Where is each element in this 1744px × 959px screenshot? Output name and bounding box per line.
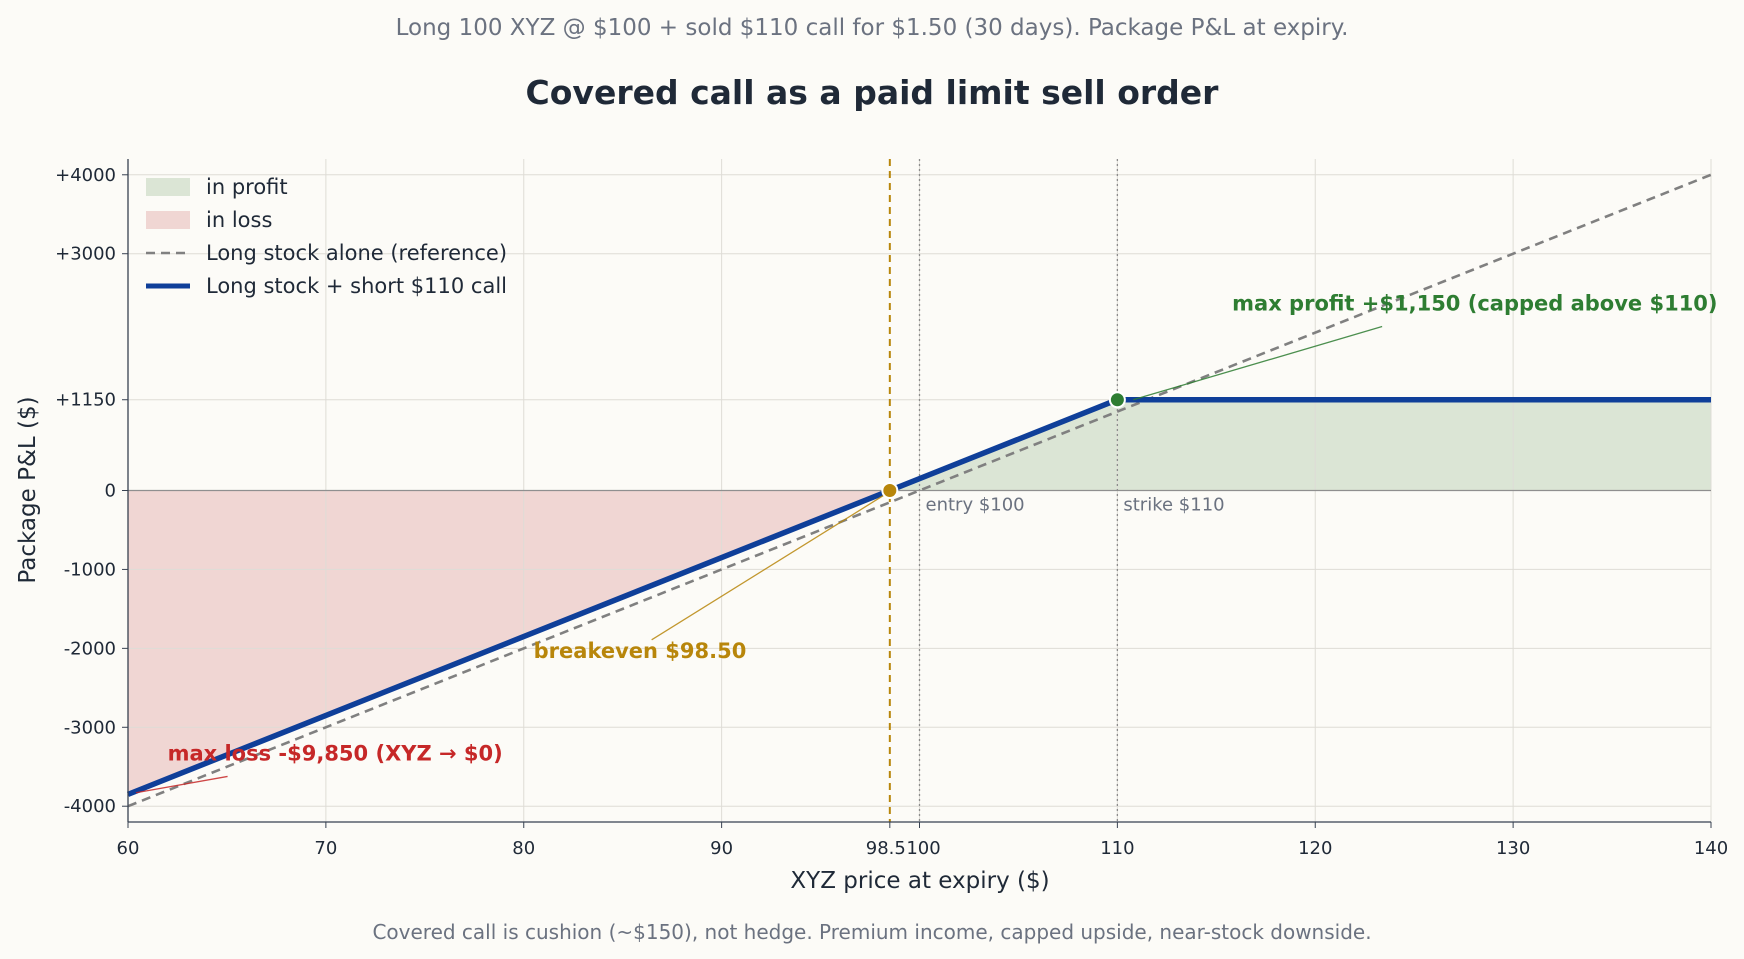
x-tick-label-7: 120 <box>1298 838 1332 859</box>
chart-footer: Covered call is cushion (~$150), not hed… <box>372 920 1371 944</box>
x-tick-label-5: 100 <box>906 838 940 859</box>
max-profit-annotation: max profit +$1,150 (capped above $110) <box>1232 292 1717 316</box>
x-tick-label-3: 90 <box>710 838 733 859</box>
x-tick-label-8: 130 <box>1496 838 1530 859</box>
reference-label-1: entry $100 <box>926 495 1025 516</box>
legend-swatch-0 <box>146 178 190 196</box>
x-tick-label-2: 80 <box>512 838 535 859</box>
legend-swatch-1 <box>146 211 190 229</box>
legend: in profit in loss Long stock alone (refere… <box>146 175 507 298</box>
x-tick-label-9: 140 <box>1694 838 1728 859</box>
chart-title: Covered call as a paid limit sell order <box>526 73 1220 112</box>
x-tick-label-0: 60 <box>117 838 140 859</box>
y-axis-title: Package P&L ($) <box>15 396 41 583</box>
y-tick-label-5: +1150 <box>55 390 116 411</box>
breakeven-annotation: breakeven $98.50 <box>534 639 747 663</box>
y-tick-label-3: -1000 <box>64 559 116 580</box>
x-tick-label-4: 98.5 <box>866 838 906 859</box>
breakeven-marker <box>881 482 899 499</box>
chart-subtitle: Long 100 XYZ @ $100 + sold $110 call for… <box>396 15 1349 41</box>
markers <box>881 391 1126 499</box>
x-tick-label-6: 110 <box>1100 838 1134 859</box>
max-profit-marker <box>1108 391 1126 409</box>
breakeven-annotation-connector <box>651 494 885 641</box>
max-loss-annotation-connector <box>135 775 228 794</box>
max-loss-annotation: max loss -$9,850 (XYZ → $0) <box>168 741 503 765</box>
legend-label-3: Long stock + short $110 call <box>206 274 507 298</box>
legend-label-2: Long stock alone (reference) <box>206 241 507 265</box>
y-tick-label-0: -4000 <box>64 796 116 817</box>
y-tick-label-4: 0 <box>105 481 116 502</box>
tick-labels: 60 70 80 90 98.5 100 110 120 130 140 -4000 -3000 -20… <box>55 165 1728 859</box>
x-axis-title: XYZ price at expiry ($) <box>790 868 1049 894</box>
y-tick-label-7: +4000 <box>55 165 116 186</box>
profit-region <box>889 399 1711 491</box>
y-tick-label-1: -3000 <box>64 717 116 738</box>
reference-label-2: strike $110 <box>1123 495 1224 516</box>
legend-label-0: in profit <box>206 175 288 199</box>
reference-lines: entry $100 strike $110 <box>888 159 1225 822</box>
annotations: max profit +$1,150 (capped above $110) br… <box>135 292 1718 794</box>
max-profit-annotation-connector <box>1133 325 1383 401</box>
x-tick-label-1: 70 <box>314 838 337 859</box>
legend-label-1: in loss <box>206 208 272 232</box>
y-tick-label-6: +3000 <box>55 244 116 265</box>
y-tick-label-2: -2000 <box>64 638 116 659</box>
